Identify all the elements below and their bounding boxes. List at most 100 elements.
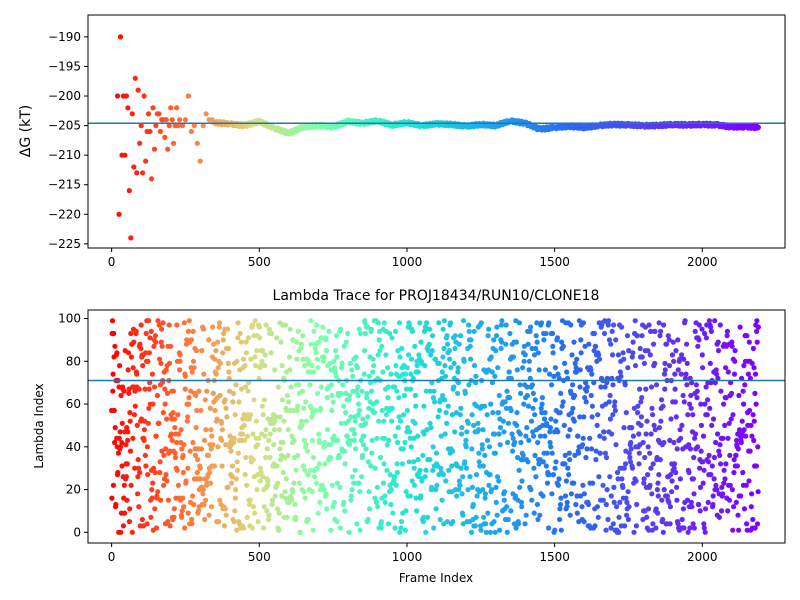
lambda-point bbox=[238, 437, 244, 443]
lambda-point bbox=[369, 450, 375, 456]
lambda-point bbox=[143, 350, 149, 356]
lambda-point bbox=[157, 469, 163, 476]
lambda-point bbox=[243, 350, 249, 356]
delta-g-point bbox=[163, 117, 169, 123]
lambda-point bbox=[490, 410, 496, 416]
lambda-point bbox=[215, 444, 221, 450]
lambda-point bbox=[652, 328, 658, 334]
lambda-point bbox=[693, 382, 700, 388]
lambda-point bbox=[396, 320, 402, 326]
x-tick-label: 500 bbox=[248, 255, 271, 269]
lambda-point bbox=[557, 501, 564, 508]
lambda-point bbox=[163, 472, 169, 478]
lambda-point bbox=[662, 367, 668, 373]
lambda-point bbox=[322, 439, 328, 446]
lambda-point bbox=[651, 422, 657, 428]
lambda-point bbox=[229, 463, 236, 469]
lambda-point bbox=[125, 437, 131, 443]
lambda-point bbox=[562, 452, 568, 458]
lambda-point bbox=[324, 395, 330, 401]
lambda-point bbox=[309, 363, 315, 369]
lambda-point bbox=[739, 418, 745, 424]
lambda-point bbox=[403, 386, 410, 392]
lambda-point bbox=[169, 437, 175, 443]
lambda-point bbox=[717, 322, 723, 328]
lambda-point bbox=[408, 386, 414, 392]
lambda-point bbox=[610, 382, 616, 388]
lambda-point bbox=[207, 469, 213, 476]
lambda-point bbox=[473, 380, 479, 386]
lambda-point bbox=[475, 420, 481, 426]
delta-g-point bbox=[182, 117, 189, 123]
lambda-point bbox=[546, 371, 553, 377]
lambda-point bbox=[549, 382, 555, 388]
lambda-point bbox=[473, 514, 479, 520]
lambda-point bbox=[677, 427, 683, 433]
lambda-point bbox=[203, 427, 209, 433]
lambda-point bbox=[708, 328, 715, 334]
lambda-point bbox=[376, 418, 382, 424]
lambda-point bbox=[145, 420, 151, 426]
lambda-point bbox=[175, 482, 181, 488]
lambda-point bbox=[449, 463, 455, 469]
lambda-point bbox=[437, 407, 443, 414]
lambda-point bbox=[225, 326, 231, 332]
lambda-point bbox=[507, 395, 513, 401]
lambda-point bbox=[198, 446, 205, 452]
lambda-point bbox=[174, 467, 180, 473]
lambda-point bbox=[682, 375, 689, 381]
lambda-point bbox=[631, 529, 637, 535]
lambda-point bbox=[116, 384, 122, 390]
lambda-point bbox=[226, 345, 232, 352]
delta-g-point bbox=[126, 188, 132, 194]
lambda-point bbox=[712, 318, 718, 324]
delta-g-point bbox=[197, 158, 203, 164]
lambda-point bbox=[566, 472, 572, 478]
lambda-point bbox=[269, 497, 275, 503]
lambda-point bbox=[137, 341, 143, 347]
lambda-point bbox=[656, 472, 662, 478]
lambda-point bbox=[536, 367, 542, 373]
lambda-point bbox=[749, 360, 755, 366]
lambda-point bbox=[607, 474, 613, 480]
lambda-point bbox=[497, 527, 503, 533]
lambda-point bbox=[645, 444, 651, 450]
lambda-point bbox=[516, 467, 522, 473]
lambda-point bbox=[598, 384, 604, 390]
lambda-point bbox=[602, 450, 609, 456]
lambda-point bbox=[480, 463, 486, 469]
lambda-point bbox=[685, 412, 691, 418]
lambda-point bbox=[188, 388, 194, 394]
lambda-point bbox=[316, 431, 322, 437]
lambda-point bbox=[342, 461, 348, 467]
lambda-point bbox=[146, 405, 152, 411]
lambda-axes-frame bbox=[87, 309, 786, 544]
lambda-point bbox=[596, 356, 603, 362]
lambda-point bbox=[328, 382, 335, 388]
lambda-point bbox=[381, 461, 387, 467]
lambda-point bbox=[230, 390, 236, 396]
lambda-point bbox=[413, 495, 419, 501]
lambda-points bbox=[109, 318, 762, 535]
lambda-point bbox=[675, 521, 681, 527]
lambda-point bbox=[394, 461, 400, 467]
lambda-point bbox=[617, 499, 623, 505]
lambda-point bbox=[434, 482, 440, 488]
lambda-point bbox=[409, 478, 415, 484]
lambda-point bbox=[167, 523, 173, 529]
lambda-point bbox=[342, 508, 348, 514]
lambda-point bbox=[641, 360, 648, 366]
lambda-point bbox=[210, 390, 216, 396]
lambda-point bbox=[495, 410, 501, 416]
lambda-point bbox=[216, 519, 222, 525]
lambda-point bbox=[505, 516, 511, 523]
lambda-point bbox=[698, 401, 704, 407]
lambda-point bbox=[574, 510, 580, 516]
lambda-point bbox=[480, 427, 486, 433]
lambda-point bbox=[181, 504, 187, 510]
lambda-point bbox=[230, 399, 236, 405]
lambda-point bbox=[736, 392, 742, 399]
lambda-point bbox=[725, 435, 731, 441]
lambda-point bbox=[343, 339, 349, 345]
lambda-point bbox=[465, 487, 471, 493]
